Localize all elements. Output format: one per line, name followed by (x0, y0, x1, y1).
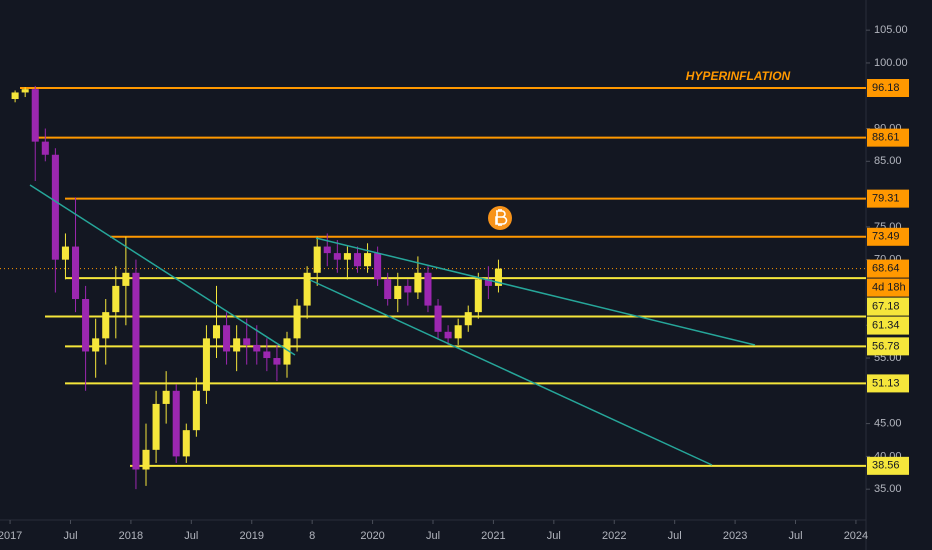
level-label: 61.34 (872, 319, 900, 331)
candle-body (273, 358, 281, 365)
price-label-box (867, 259, 909, 278)
candle-body (41, 141, 49, 155)
level-label: 67.18 (872, 300, 900, 312)
candle-body (233, 338, 241, 352)
price-label-box (867, 374, 909, 393)
x-tick-label: 2019 (240, 530, 264, 542)
candle-body (353, 253, 362, 267)
y-tick-label: 105.00 (874, 24, 908, 36)
candle-body (374, 253, 382, 280)
candle-body (494, 268, 502, 286)
level-label: 38.56 (872, 460, 900, 472)
trend-line (29, 184, 296, 356)
candle-body (152, 403, 160, 450)
candle-body (112, 285, 120, 313)
bitcoin-icon (488, 206, 512, 230)
x-tick-label: 2017 (0, 530, 22, 542)
candle-body (192, 390, 200, 431)
countdown-label: 4d 18h (872, 281, 906, 293)
price-label-box (867, 456, 909, 475)
x-tick-label: Jul (426, 530, 440, 542)
candle-body (414, 272, 422, 293)
price-label-box (867, 79, 909, 97)
plot (0, 85, 866, 490)
x-tick-label: 8 (309, 530, 315, 542)
price-label-box (867, 189, 909, 208)
last-price-label: 68.64 (872, 262, 900, 274)
candle-body (102, 312, 110, 339)
candle-body (11, 92, 19, 100)
trend-line (315, 237, 756, 346)
candle-body (464, 312, 472, 326)
x-tick-label: 2020 (360, 530, 384, 542)
level-label: 56.78 (872, 340, 900, 352)
candle-body (293, 305, 301, 339)
x-tick-label: 2024 (844, 530, 868, 542)
level-label: 51.13 (872, 377, 900, 389)
candle-body (434, 305, 442, 332)
candle-body (162, 390, 170, 404)
price-label-box (867, 227, 909, 246)
candle-body (253, 344, 261, 352)
candle-body (474, 279, 482, 313)
candle-body (212, 325, 221, 339)
candle-body (454, 325, 462, 339)
annotation: HYPERINFLATION (686, 69, 791, 83)
x-tick-label: Jul (788, 530, 802, 542)
candle-body (313, 246, 321, 273)
candle-body (303, 272, 311, 306)
candle-body (202, 338, 210, 391)
x-tick-label: Jul (547, 530, 561, 542)
candle-body (343, 253, 351, 260)
candle-body (333, 253, 341, 260)
candle-body (132, 272, 140, 470)
x-tick-label: 2021 (481, 530, 505, 542)
price-label-box (867, 128, 909, 147)
candle-body (21, 89, 29, 93)
candle-body (82, 299, 90, 352)
x-tick-label: Jul (668, 530, 682, 542)
candle-body (51, 154, 59, 260)
level-label: 96.18 (872, 82, 900, 94)
y-tick-label: 45.00 (874, 418, 902, 430)
candle-body (263, 351, 271, 359)
candle-body (283, 338, 291, 365)
candle-body (364, 253, 372, 267)
y-tick-label: 35.00 (874, 483, 902, 495)
candle-body (172, 390, 180, 457)
x-tick-label: Jul (184, 530, 198, 542)
candle-body (71, 246, 80, 300)
level-label: 73.49 (872, 231, 900, 243)
candle-body (31, 89, 39, 142)
x-tick-label: Jul (63, 530, 77, 542)
x-tick-label: 2022 (602, 530, 626, 542)
price-label-box (867, 337, 909, 356)
level-label: 88.61 (872, 132, 900, 144)
candle-body (404, 285, 412, 293)
candle-body (444, 331, 452, 339)
price-label-box (867, 297, 909, 316)
x-tick-label: 2018 (119, 530, 143, 542)
price-label-box (867, 278, 909, 297)
candle-body (223, 325, 231, 352)
y-tick-label: 100.00 (874, 57, 908, 69)
trend-line (309, 279, 713, 466)
candle-body (484, 279, 492, 286)
candle-body (142, 449, 150, 470)
candle-body (182, 430, 190, 457)
candle-body (243, 338, 251, 345)
y-tick-label: 85.00 (874, 155, 902, 167)
candle-body (323, 246, 331, 254)
level-label: 79.31 (872, 193, 900, 205)
candle-body (394, 285, 402, 300)
candle-body (92, 338, 100, 352)
candle-body (61, 246, 69, 260)
candle-body (122, 272, 130, 286)
candle-body (384, 279, 392, 300)
price-label-box (867, 316, 909, 335)
x-tick-label: 2023 (723, 530, 747, 542)
candle-body (424, 272, 432, 306)
